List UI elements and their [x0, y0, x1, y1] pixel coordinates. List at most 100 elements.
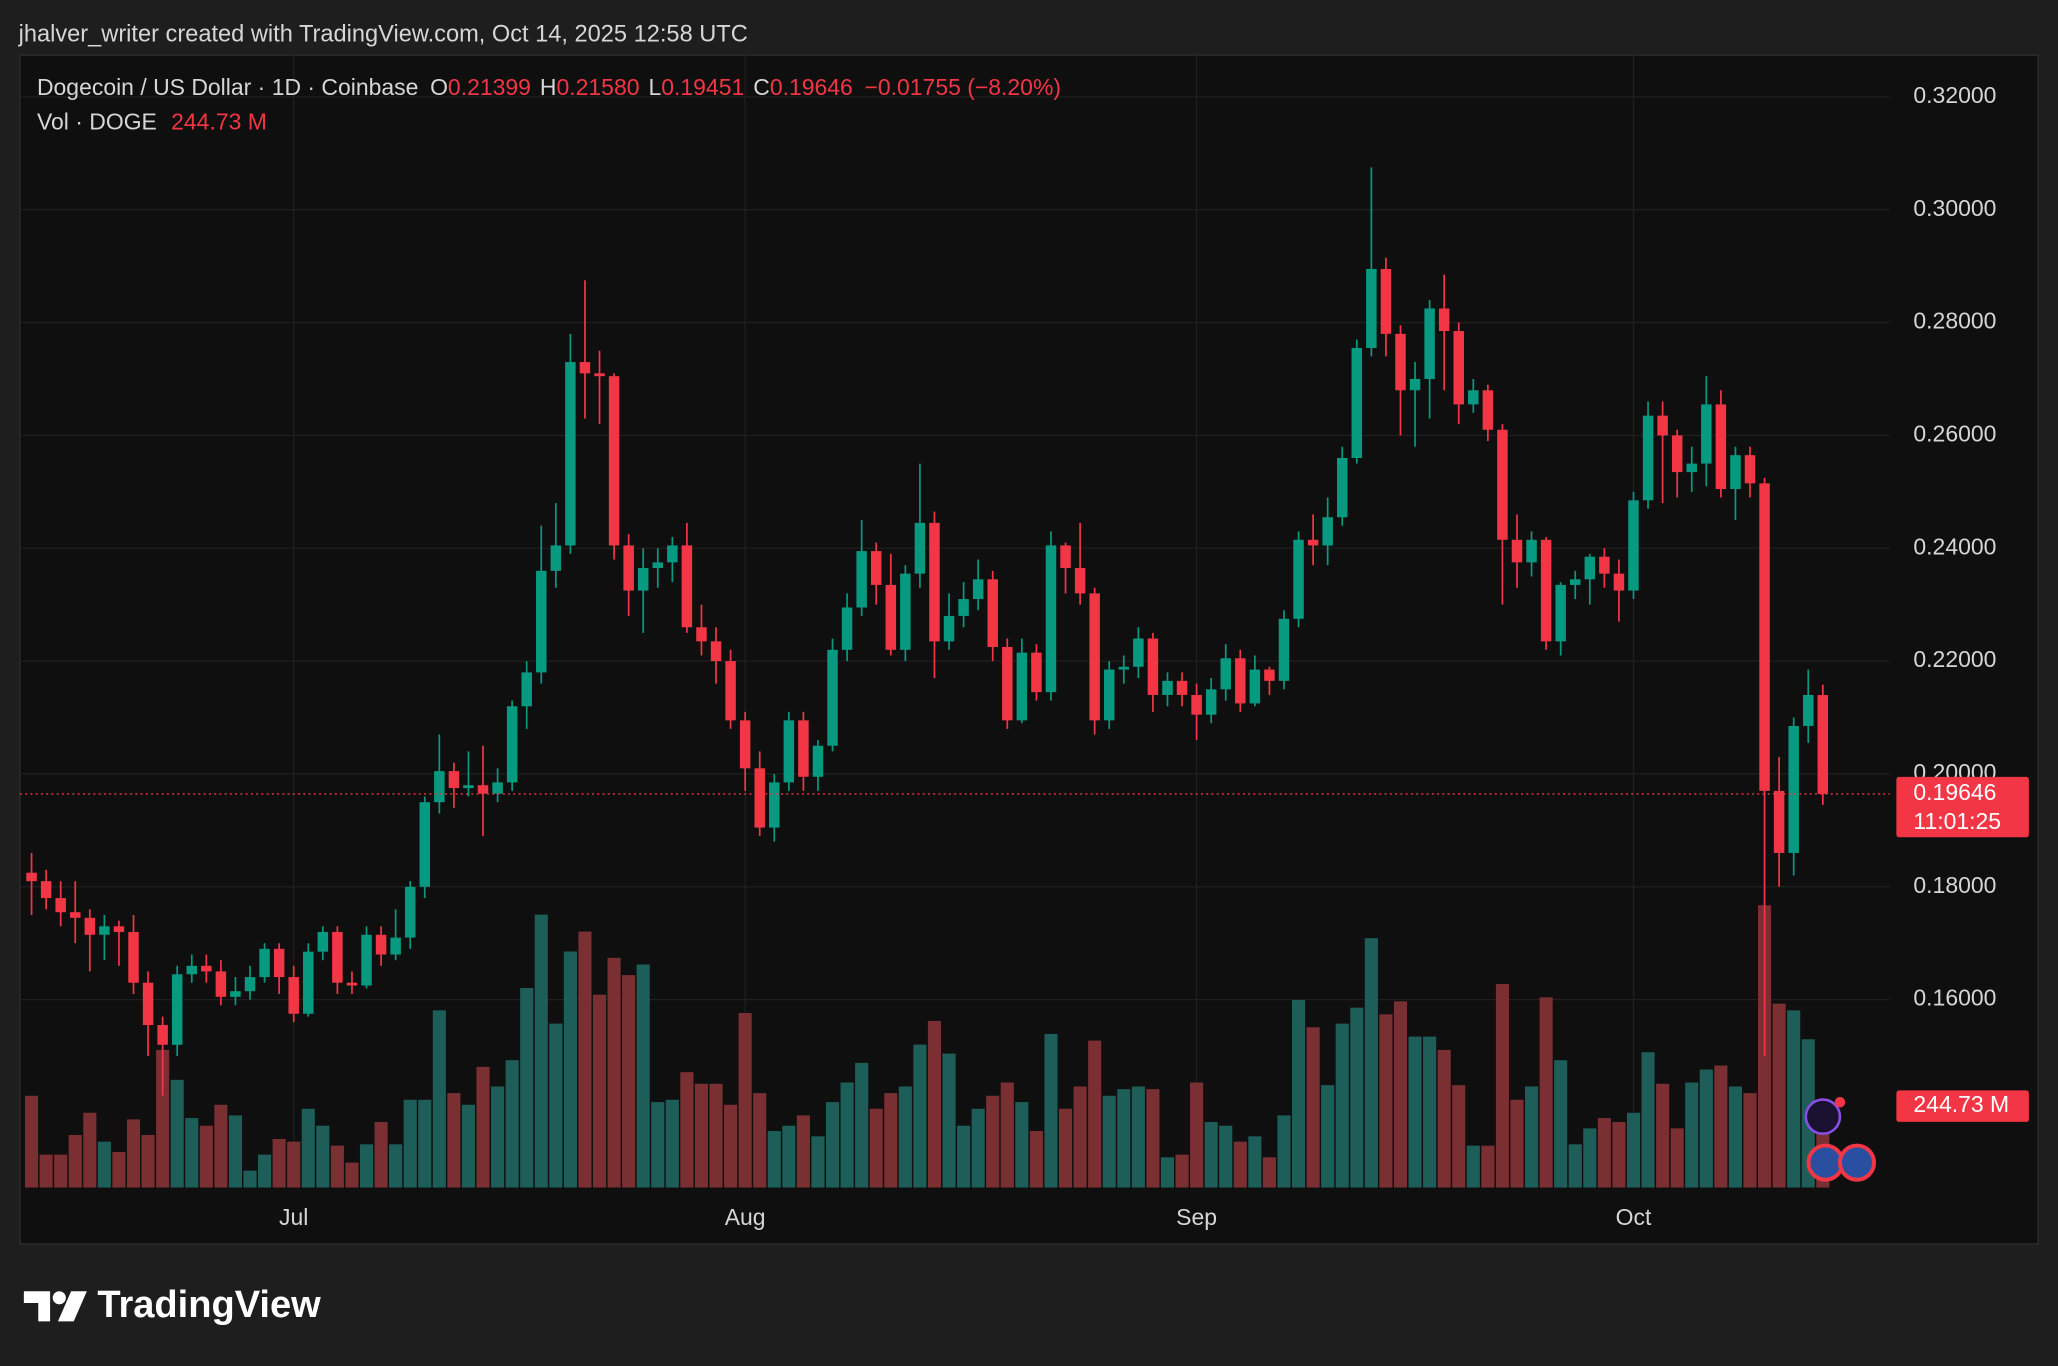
volume-bar: [1233, 1141, 1247, 1188]
volume-bar: [185, 1118, 199, 1188]
volume-bar: [199, 1125, 213, 1188]
logo-icon: [52, 1291, 66, 1305]
last-volume-box: [1896, 1090, 2029, 1122]
y-tick-label: 0.28000: [1913, 308, 1996, 334]
volume-bar: [825, 1102, 840, 1188]
last-volume-label: 244.73 M: [1913, 1091, 2009, 1117]
candle-body: [157, 1025, 168, 1045]
volume-bar: [767, 1131, 781, 1188]
candle-body: [273, 948, 285, 978]
candle-body: [448, 771, 460, 789]
candle-body: [929, 522, 940, 642]
candle-body: [1060, 545, 1071, 569]
volume-bar: [54, 1154, 68, 1188]
candle-body: [1686, 463, 1697, 473]
vol-value: 244.73 M: [171, 108, 267, 134]
logo: TradingView: [23, 1284, 321, 1326]
legend-ohlc: Dogecoin / US Dollar · 1D · Coinbase O0.…: [37, 74, 1061, 100]
symbol: Dogecoin / US Dollar · 1D · Coinbase: [37, 74, 418, 100]
volume-bar: [491, 1086, 505, 1188]
candle-body: [1803, 694, 1814, 726]
last-price-box: [1896, 776, 2029, 838]
y-tick-label: 0.18000: [1913, 872, 1996, 898]
candle-body: [681, 545, 693, 628]
volume-bar: [1277, 1115, 1291, 1188]
volume-bar: [1262, 1157, 1276, 1188]
volume-bar: [83, 1112, 97, 1188]
volume-bar: [986, 1095, 1000, 1188]
candle-body: [1570, 579, 1581, 585]
candle-body: [1759, 483, 1770, 791]
volume-bar: [927, 1020, 942, 1188]
volume-bar: [724, 1104, 738, 1188]
volume-bar: [1029, 1131, 1043, 1188]
volume-bar: [709, 1083, 723, 1188]
volume-bar: [1510, 1099, 1524, 1188]
candle-body: [1002, 646, 1013, 721]
candles: [26, 167, 1829, 1096]
volume-bar: [418, 1099, 432, 1188]
candle-body: [1133, 638, 1144, 667]
candle-body: [171, 974, 183, 1045]
event-icon: [1806, 1143, 1845, 1182]
event-icon: [1834, 1096, 1846, 1108]
candle-body: [84, 917, 96, 935]
candle-body: [361, 934, 372, 986]
volume-bar: [403, 1099, 417, 1188]
candle-body: [870, 551, 882, 585]
last-price-label: 0.19646: [1913, 779, 1996, 805]
candle-body: [856, 551, 867, 608]
volume-bar: [447, 1093, 461, 1188]
volume-bar: [534, 914, 548, 1188]
volume-bar: [855, 1062, 869, 1188]
candle-body: [1613, 573, 1625, 591]
volume-bar: [1787, 1010, 1801, 1188]
candle-body: [608, 376, 620, 546]
volume-bar: [651, 1102, 665, 1188]
volume-bar: [665, 1099, 679, 1188]
candle-body: [637, 568, 649, 591]
candle-body: [506, 706, 518, 783]
volume-bar: [1685, 1082, 1699, 1188]
volume-bar: [971, 1108, 985, 1188]
volume-bar: [1175, 1154, 1189, 1188]
candle-body: [1671, 435, 1683, 473]
volume-bar: [141, 1135, 155, 1188]
c-label: C: [753, 74, 770, 100]
x-tick-label: Jul: [279, 1204, 308, 1230]
volume-bar: [578, 931, 592, 1188]
volume-bar: [39, 1154, 53, 1188]
volume-bar: [301, 1108, 315, 1188]
volume-bar: [1699, 1069, 1713, 1188]
volume-bar: [796, 1115, 810, 1188]
volume-bar: [97, 1141, 111, 1188]
volume-bar: [694, 1083, 709, 1188]
attribution: jhalver_writer created with TradingView.…: [18, 22, 748, 48]
candle-body: [521, 672, 532, 707]
candle-body: [1409, 378, 1421, 391]
volume-bar: [840, 1082, 854, 1188]
candle-body: [1773, 790, 1785, 853]
volume-bar: [811, 1136, 825, 1188]
volume-bar: [1160, 1157, 1175, 1188]
candle-body: [1730, 455, 1741, 490]
candle-body: [725, 661, 736, 721]
candle-body: [1074, 568, 1086, 594]
volume-bar: [592, 994, 607, 1188]
logo-icon: [57, 1291, 87, 1322]
c-value: 0.19646: [770, 74, 853, 100]
candle-body: [812, 745, 824, 777]
volume-bar: [345, 1162, 359, 1188]
x-tick-label: Oct: [1616, 1204, 1652, 1230]
event-icon: [1837, 1143, 1877, 1182]
volume-bar: [25, 1095, 39, 1188]
volume-bar: [1452, 1085, 1466, 1188]
volume-bar: [1306, 1027, 1320, 1188]
candle-body: [1744, 455, 1756, 484]
volume-bar: [1670, 1128, 1684, 1188]
volume-bar: [607, 957, 621, 1188]
volume-bar: [1466, 1145, 1480, 1188]
volume-bar: [738, 1012, 752, 1188]
candle-body: [1715, 404, 1727, 490]
